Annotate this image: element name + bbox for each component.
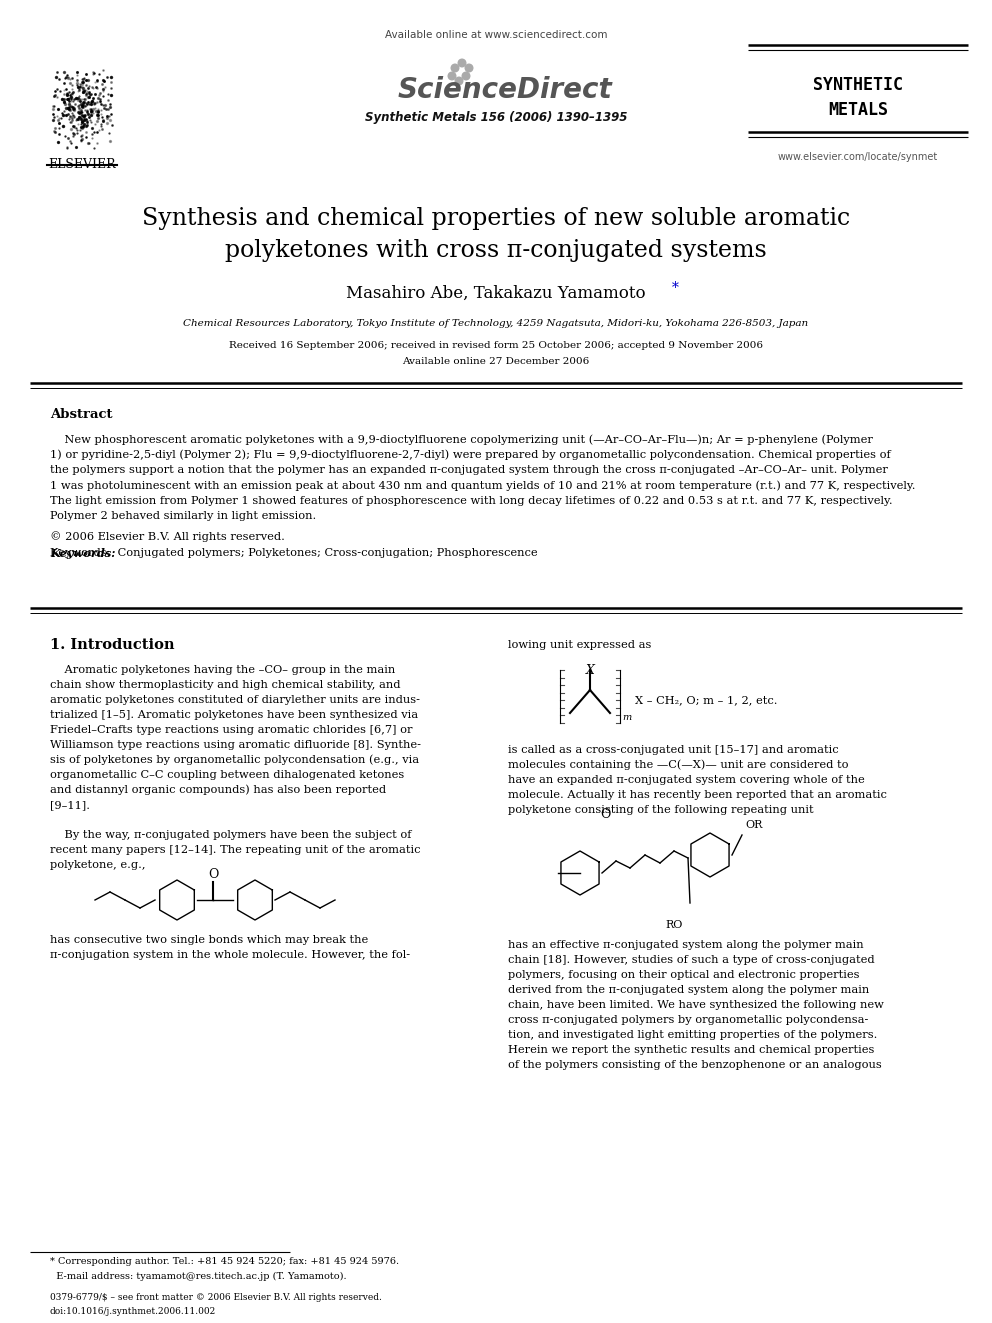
Text: organometallic C–C coupling between dihalogenated ketones: organometallic C–C coupling between diha…: [50, 770, 405, 781]
Circle shape: [462, 73, 470, 79]
Text: polyketone consisting of the following repeating unit: polyketone consisting of the following r…: [508, 804, 813, 815]
Text: of the polymers consisting of the benzophenone or an analogous: of the polymers consisting of the benzop…: [508, 1060, 882, 1070]
Text: Received 16 September 2006; received in revised form 25 October 2006; accepted 9: Received 16 September 2006; received in …: [229, 340, 763, 349]
Text: has consecutive two single bonds which may break the: has consecutive two single bonds which m…: [50, 935, 368, 945]
Text: O: O: [600, 808, 610, 822]
Text: π-conjugation system in the whole molecule. However, the fol-: π-conjugation system in the whole molecu…: [50, 950, 410, 960]
Text: trialized [1–5]. Aromatic polyketones have been synthesized via: trialized [1–5]. Aromatic polyketones ha…: [50, 710, 418, 720]
Text: Masahiro Abe, Takakazu Yamamoto: Masahiro Abe, Takakazu Yamamoto: [346, 284, 646, 302]
Text: sis of polyketones by organometallic polycondensation (e.g., via: sis of polyketones by organometallic pol…: [50, 754, 420, 765]
Text: www.elsevier.com/locate/synmet: www.elsevier.com/locate/synmet: [778, 152, 938, 161]
Text: * Corresponding author. Tel.: +81 45 924 5220; fax: +81 45 924 5976.: * Corresponding author. Tel.: +81 45 924…: [50, 1257, 399, 1266]
Text: chain show thermoplasticity and high chemical stability, and: chain show thermoplasticity and high che…: [50, 680, 401, 691]
Text: SYNTHETIC: SYNTHETIC: [813, 75, 903, 94]
Text: polyketones with cross π-conjugated systems: polyketones with cross π-conjugated syst…: [225, 238, 767, 262]
Text: New phosphorescent aromatic polyketones with a 9,9-dioctylfluorene copolymerizin: New phosphorescent aromatic polyketones …: [50, 435, 873, 446]
Text: Abstract: Abstract: [50, 409, 112, 422]
Text: chain [18]. However, studies of such a type of cross-conjugated: chain [18]. However, studies of such a t…: [508, 955, 875, 964]
Circle shape: [455, 77, 463, 85]
Text: 1) or pyridine-2,5-diyl (Polymer 2); Flu = 9,9-dioctylfluorene-2,7-diyl) were pr: 1) or pyridine-2,5-diyl (Polymer 2); Flu…: [50, 450, 891, 460]
Text: has an effective π-conjugated system along the polymer main: has an effective π-conjugated system alo…: [508, 941, 864, 950]
Text: tion, and investigated light emitting properties of the polymers.: tion, and investigated light emitting pr…: [508, 1031, 877, 1040]
Text: lowing unit expressed as: lowing unit expressed as: [508, 640, 652, 650]
Circle shape: [465, 65, 473, 71]
Text: recent many papers [12–14]. The repeating unit of the aromatic: recent many papers [12–14]. The repeatin…: [50, 845, 421, 855]
Text: O: O: [207, 868, 218, 881]
Text: 1 was photoluminescent with an emission peak at about 430 nm and quantum yields : 1 was photoluminescent with an emission …: [50, 480, 916, 491]
Text: aromatic polyketones constituted of diarylether units are indus-: aromatic polyketones constituted of diar…: [50, 695, 420, 705]
Text: Williamson type reactions using aromatic difluoride [8]. Synthe-: Williamson type reactions using aromatic…: [50, 740, 421, 750]
Text: cross π-conjugated polymers by organometallic polycondensa-: cross π-conjugated polymers by organomet…: [508, 1015, 868, 1025]
Text: X – CH₂, O; m – 1, 2, etc.: X – CH₂, O; m – 1, 2, etc.: [635, 695, 778, 705]
Text: molecules containing the —C(—X)— unit are considered to: molecules containing the —C(—X)— unit ar…: [508, 759, 848, 770]
Text: Chemical Resources Laboratory, Tokyo Institute of Technology, 4259 Nagatsuta, Mi: Chemical Resources Laboratory, Tokyo Ins…: [184, 319, 808, 328]
Text: Synthetic Metals 156 (2006) 1390–1395: Synthetic Metals 156 (2006) 1390–1395: [365, 111, 627, 124]
Text: [9–11].: [9–11].: [50, 800, 90, 810]
Text: Available online 27 December 2006: Available online 27 December 2006: [403, 356, 589, 365]
Text: is called as a cross-conjugated unit [15–17] and aromatic: is called as a cross-conjugated unit [15…: [508, 745, 838, 755]
Text: © 2006 Elsevier B.V. All rights reserved.: © 2006 Elsevier B.V. All rights reserved…: [50, 531, 285, 541]
Text: polyketone, e.g.,: polyketone, e.g.,: [50, 860, 146, 871]
Text: chain, have been limited. We have synthesized the following new: chain, have been limited. We have synthe…: [508, 1000, 884, 1009]
Text: Herein we report the synthetic results and chemical properties: Herein we report the synthetic results a…: [508, 1045, 874, 1054]
Text: molecule. Actually it has recently been reported that an aromatic: molecule. Actually it has recently been …: [508, 790, 887, 800]
Text: Polymer 2 behaved similarly in light emission.: Polymer 2 behaved similarly in light emi…: [50, 511, 316, 521]
Text: METALS: METALS: [828, 101, 888, 119]
Text: Aromatic polyketones having the –CO– group in the main: Aromatic polyketones having the –CO– gro…: [50, 665, 395, 675]
Text: *: *: [672, 280, 679, 295]
Text: derived from the π-conjugated system along the polymer main: derived from the π-conjugated system alo…: [508, 986, 869, 995]
Text: ELSEVIER: ELSEVIER: [49, 159, 116, 172]
Circle shape: [458, 60, 466, 66]
Text: 1. Introduction: 1. Introduction: [50, 638, 175, 652]
Text: E-mail address: tyamamot@res.titech.ac.jp (T. Yamamoto).: E-mail address: tyamamot@res.titech.ac.j…: [50, 1271, 346, 1281]
Text: and distannyl organic compounds) has also been reported: and distannyl organic compounds) has als…: [50, 785, 386, 795]
Circle shape: [451, 65, 458, 71]
Text: OR: OR: [745, 820, 763, 830]
Text: The light emission from Polymer 1 showed features of phosphorescence with long d: The light emission from Polymer 1 showed…: [50, 496, 893, 505]
Text: 0379-6779/$ – see front matter © 2006 Elsevier B.V. All rights reserved.: 0379-6779/$ – see front matter © 2006 El…: [50, 1294, 382, 1303]
Text: doi:10.1016/j.synthmet.2006.11.002: doi:10.1016/j.synthmet.2006.11.002: [50, 1307, 216, 1316]
Text: X: X: [585, 664, 594, 676]
Text: the polymers support a notion that the polymer has an expanded π-conjugated syst: the polymers support a notion that the p…: [50, 466, 888, 475]
Text: Available online at www.sciencedirect.com: Available online at www.sciencedirect.co…: [385, 30, 607, 40]
Text: m: m: [622, 713, 631, 721]
Text: Synthesis and chemical properties of new soluble aromatic: Synthesis and chemical properties of new…: [142, 206, 850, 229]
Text: By the way, π-conjugated polymers have been the subject of: By the way, π-conjugated polymers have b…: [50, 830, 412, 840]
Text: have an expanded π-conjugated system covering whole of the: have an expanded π-conjugated system cov…: [508, 775, 865, 785]
Circle shape: [448, 73, 455, 79]
Text: Keywords:  Conjugated polymers; Polyketones; Cross-conjugation; Phosphorescence: Keywords: Conjugated polymers; Polyketon…: [50, 548, 538, 558]
Text: ScienceDirect: ScienceDirect: [398, 75, 612, 105]
Text: RO: RO: [665, 919, 682, 930]
Text: Keywords:: Keywords:: [50, 548, 115, 558]
Text: polymers, focusing on their optical and electronic properties: polymers, focusing on their optical and …: [508, 970, 859, 980]
Text: Friedel–Crafts type reactions using aromatic chlorides [6,7] or: Friedel–Crafts type reactions using arom…: [50, 725, 413, 736]
